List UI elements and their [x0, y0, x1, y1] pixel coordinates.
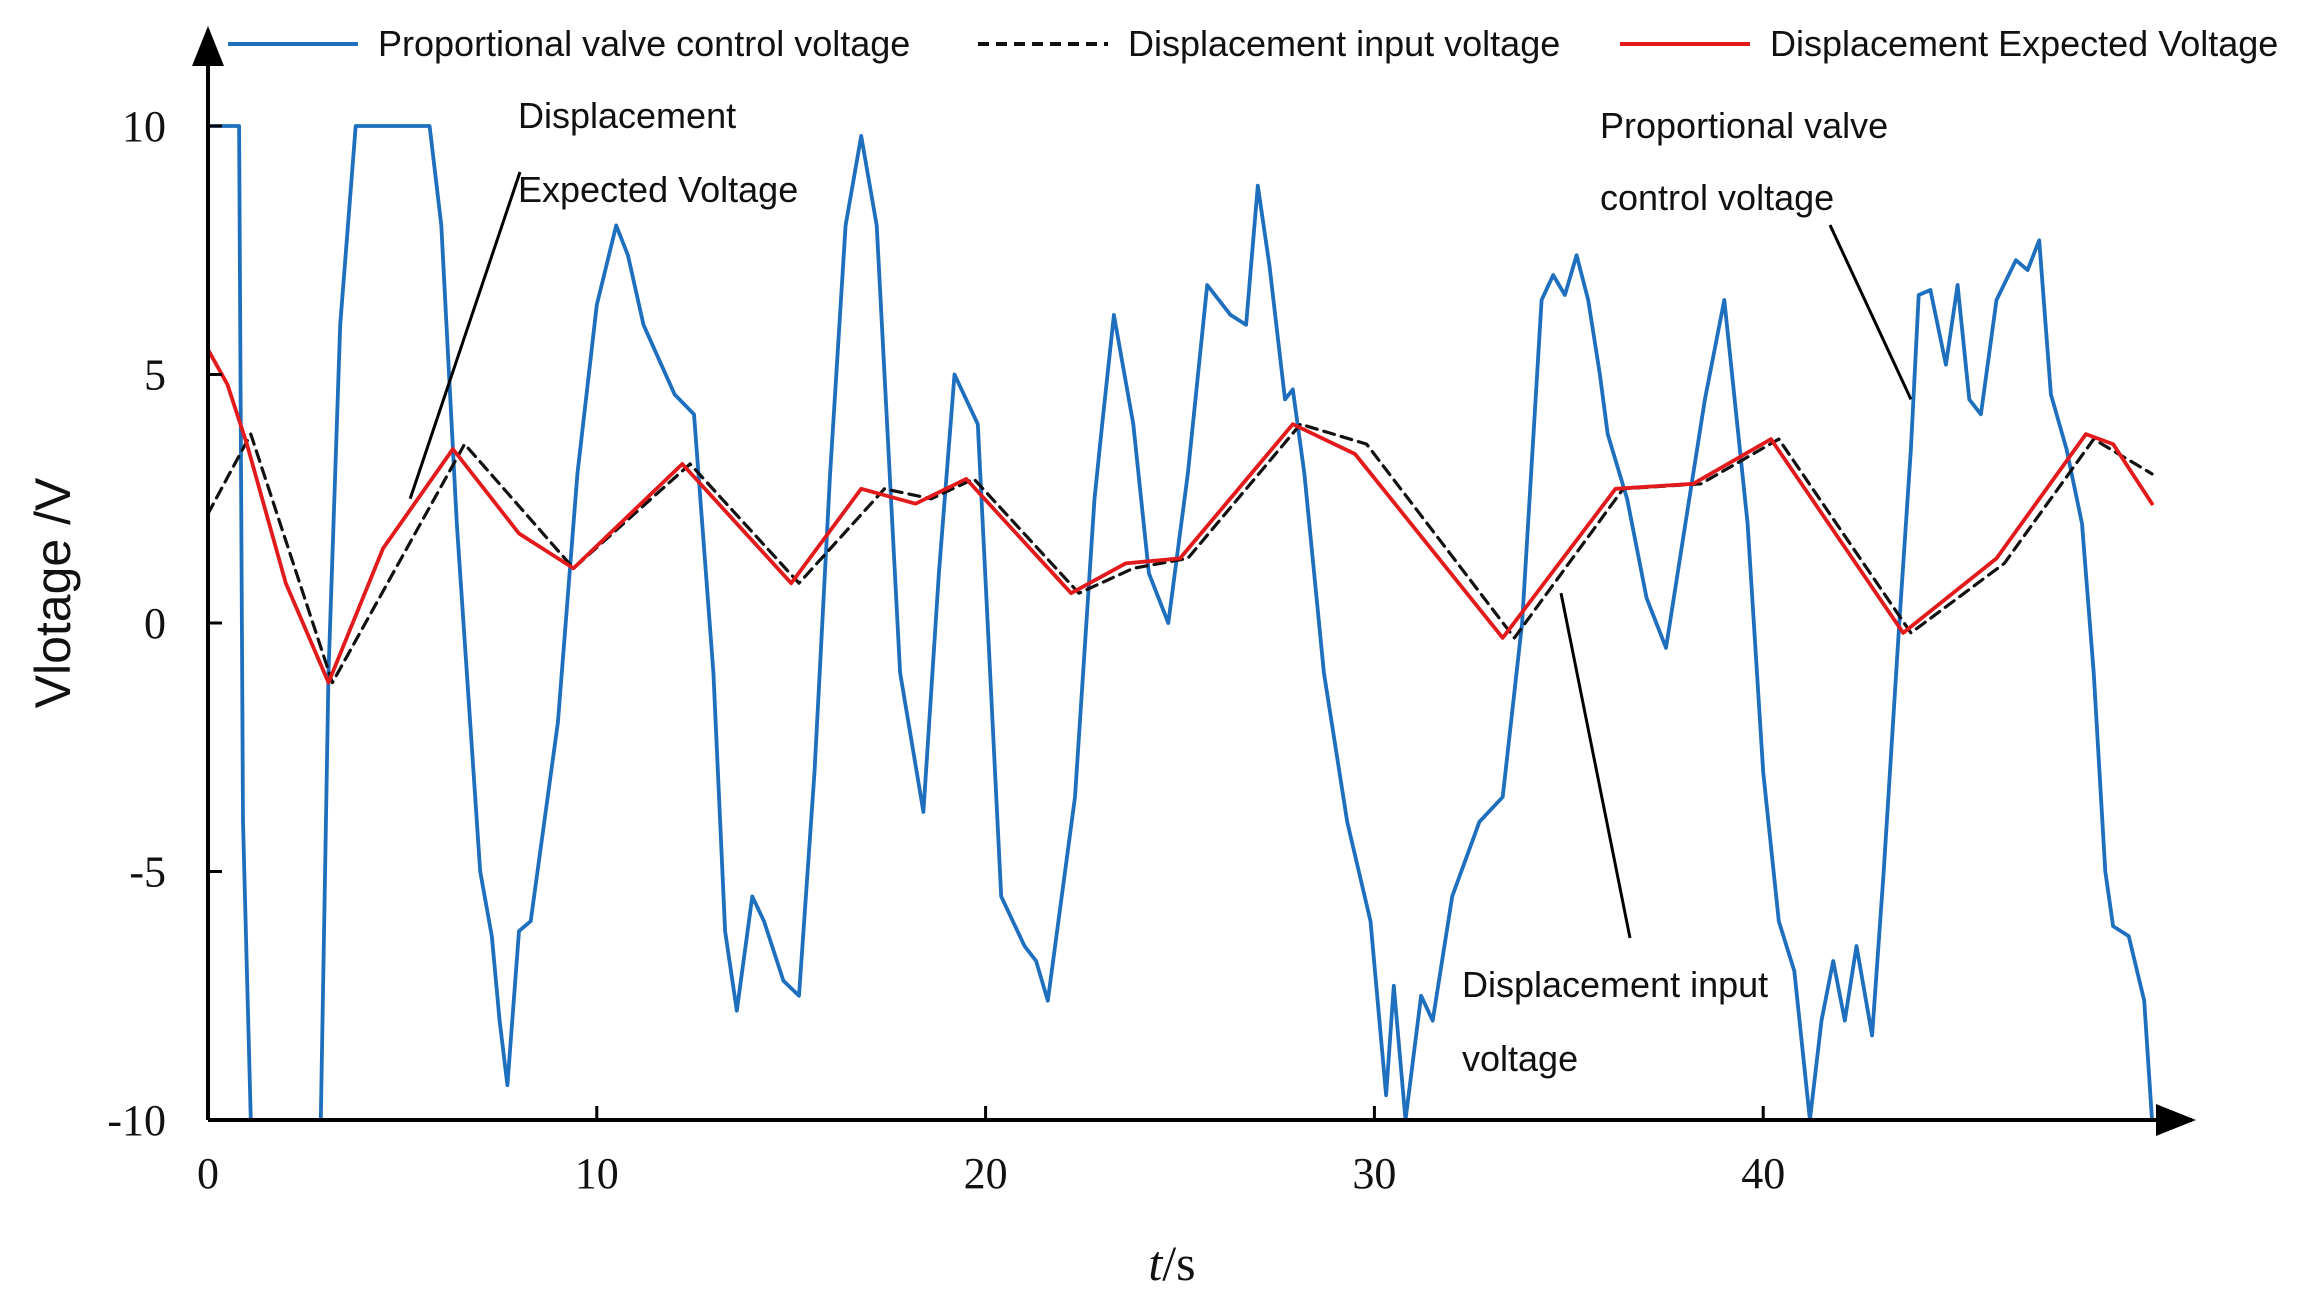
- y-tick-label: 0: [144, 599, 166, 648]
- series-line-2: [206, 347, 2154, 685]
- legend: Proportional valve control voltage Displa…: [228, 23, 2278, 64]
- y-tick-label: 5: [144, 351, 166, 400]
- y-tick-label: 10: [122, 102, 166, 151]
- x-tick-label: 40: [1741, 1149, 1785, 1198]
- annot-expected-text-0: Displacement: [518, 95, 736, 136]
- annot-valve-text-0: Proportional valve: [1600, 105, 1888, 146]
- y-tick-label: -5: [129, 848, 166, 897]
- legend-label-2: Displacement Expected Voltage: [1770, 23, 2278, 64]
- y-tick-label: -10: [107, 1096, 166, 1145]
- legend-label-1: Displacement input voltage: [1128, 23, 1560, 64]
- axes-layer: 0 10 20 30 40 10 5 0 -5 -10 Vlotage /V t/s: [25, 26, 2196, 1291]
- annotations: Displacement Expected Voltage Proportional…: [408, 95, 1913, 1079]
- annot-valve-leader: [1828, 224, 1913, 400]
- annot-input-text-0: Displacement input: [1462, 964, 1768, 1005]
- x-tick-label: 0: [197, 1149, 219, 1198]
- annot-expected-leader: [408, 171, 522, 500]
- legend-label-0: Proportional valve control voltage: [378, 23, 910, 64]
- x-tick-label: 20: [964, 1149, 1008, 1198]
- series-line-1: [206, 422, 2154, 685]
- x-tick-label: 10: [575, 1149, 619, 1198]
- annot-input-text-1: voltage: [1462, 1038, 1578, 1079]
- series-layer: [206, 124, 2154, 1122]
- x-axis-title-symbol: t: [1148, 1235, 1163, 1291]
- annot-input-leader: [1559, 592, 1632, 939]
- x-axis-title: t/s: [1148, 1235, 1195, 1291]
- annot-expected-text-1: Expected Voltage: [518, 169, 798, 210]
- x-tick-label: 30: [1352, 1149, 1396, 1198]
- y-axis-title: Vlotage /V: [25, 477, 81, 708]
- x-axis-title-unit: /s: [1162, 1235, 1195, 1291]
- series-line-0: [206, 124, 2154, 1122]
- annot-valve-text-1: control voltage: [1600, 177, 1834, 218]
